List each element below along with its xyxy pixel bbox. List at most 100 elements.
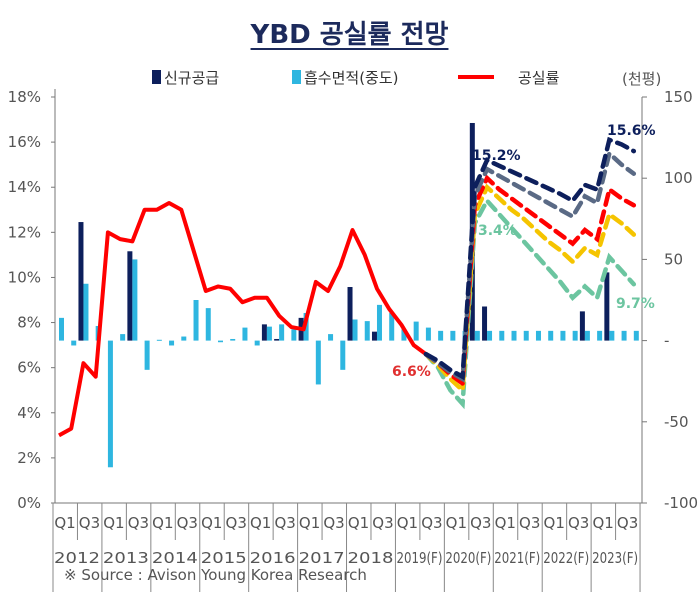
absorption-bar — [107, 340, 113, 468]
quarter-label: Q1 — [348, 514, 369, 532]
absorption-bar — [499, 330, 505, 341]
year-label: 2014 — [152, 549, 198, 567]
year-label: 2022(F) — [543, 549, 589, 567]
left-tick-label: 8% — [17, 314, 41, 332]
new-supply-bar — [579, 311, 585, 341]
year-label: 2021(F) — [494, 549, 540, 567]
absorption-bar — [364, 321, 370, 341]
year-label: 2012 — [54, 549, 100, 567]
absorption-bar — [401, 329, 407, 341]
absorption-bar — [633, 330, 639, 341]
new-supply-bar — [347, 287, 353, 341]
quarter-label: Q1 — [592, 514, 613, 532]
absorption-bar — [535, 330, 541, 341]
data-label: 9.7% — [616, 296, 655, 312]
left-tick-label: 6% — [17, 359, 41, 377]
year-label: 2017 — [299, 549, 345, 567]
absorption-bar — [413, 321, 419, 341]
right-tick-label: 150 — [664, 88, 693, 106]
left-tick-label: 10% — [8, 268, 41, 286]
absorption-bar — [71, 340, 77, 346]
absorption-bar — [217, 340, 223, 343]
absorption-bar — [572, 330, 578, 341]
absorption-bar — [584, 330, 590, 341]
absorption-bar — [144, 340, 150, 370]
absorption-bar — [438, 330, 444, 341]
right-axis-unit: (천평) — [622, 70, 661, 88]
absorption-bar — [59, 317, 64, 341]
absorption-bar — [169, 340, 175, 346]
right-tick-label: - — [664, 332, 669, 350]
quarter-label: Q1 — [544, 514, 565, 532]
quarter-label: Q1 — [446, 514, 467, 532]
absorption-bar — [279, 324, 285, 341]
absorption-bar — [266, 326, 272, 341]
left-tick-label: 4% — [17, 404, 41, 422]
new-supply-bar — [604, 272, 610, 341]
year-label: 2013 — [103, 549, 149, 567]
right-tick-label: -50 — [664, 413, 689, 431]
chart-title: YBD 공실률 전망 — [250, 20, 449, 50]
forecast-scenario-line-3 — [423, 183, 637, 396]
year-label: 2015 — [201, 549, 247, 567]
absorption-bar — [389, 312, 395, 341]
data-label: 15.2% — [472, 148, 521, 164]
absorption-bar — [609, 330, 615, 341]
quarter-label: Q1 — [152, 514, 173, 532]
right-tick-label: -100 — [664, 494, 698, 512]
absorption-bar — [597, 330, 603, 341]
absorption-bar — [193, 300, 199, 341]
legend-swatch-new-supply — [152, 70, 161, 84]
quarter-label: Q3 — [421, 514, 442, 532]
absorption-bar — [340, 340, 346, 370]
data-label: 6.6% — [392, 364, 431, 380]
quarter-label: Q3 — [128, 514, 149, 532]
new-supply-bar — [274, 338, 280, 341]
absorption-bar — [156, 339, 162, 341]
absorption-bar — [181, 336, 187, 341]
absorption-bar — [254, 340, 260, 346]
quarter-label: Q1 — [103, 514, 124, 532]
year-label: 2020(F) — [445, 549, 491, 567]
quarter-label: Q1 — [495, 514, 516, 532]
absorption-bar — [83, 283, 89, 341]
new-supply-bar — [482, 306, 488, 341]
year-label: 2023(F) — [592, 549, 638, 567]
absorption-bar — [352, 319, 358, 341]
absorption-bar — [242, 327, 248, 341]
absorption-bar — [376, 304, 382, 341]
absorption-bar — [132, 259, 138, 341]
quarter-label: Q1 — [201, 514, 222, 532]
new-supply-bar — [127, 251, 133, 341]
year-label: 2016 — [250, 549, 296, 567]
right-tick-label: 100 — [664, 169, 693, 187]
quarter-label: Q3 — [226, 514, 247, 532]
quarter-label: Q3 — [323, 514, 344, 532]
left-tick-label: 2% — [17, 449, 41, 467]
quarter-label: Q1 — [397, 514, 418, 532]
quarter-label: Q3 — [372, 514, 393, 532]
absorption-bar — [560, 330, 566, 341]
source-note: ※ Source : Avison Young Korea Research — [64, 566, 367, 584]
absorption-bar — [328, 334, 334, 341]
absorption-bar — [120, 334, 126, 341]
quarter-label: Q3 — [617, 514, 638, 532]
forecast-scenario-line-0 — [423, 136, 637, 381]
left-tick-label: 18% — [8, 88, 41, 106]
quarter-label: Q3 — [79, 514, 100, 532]
absorption-bar — [291, 329, 297, 341]
quarter-label: Q1 — [299, 514, 320, 532]
quarter-label: Q3 — [177, 514, 198, 532]
absorption-bar — [205, 308, 211, 341]
quarter-label: Q3 — [568, 514, 589, 532]
absorption-bar — [487, 330, 493, 341]
absorption-bar — [315, 340, 321, 385]
new-supply-bar — [371, 331, 377, 341]
forecast-scenario-line-4 — [423, 196, 637, 410]
forecast-scenario-line-2 — [423, 174, 637, 388]
forecast-scenario-line-1 — [423, 149, 637, 383]
absorption-bar — [511, 330, 517, 341]
new-supply-bar — [261, 324, 267, 341]
quarter-label: Q3 — [470, 514, 491, 532]
